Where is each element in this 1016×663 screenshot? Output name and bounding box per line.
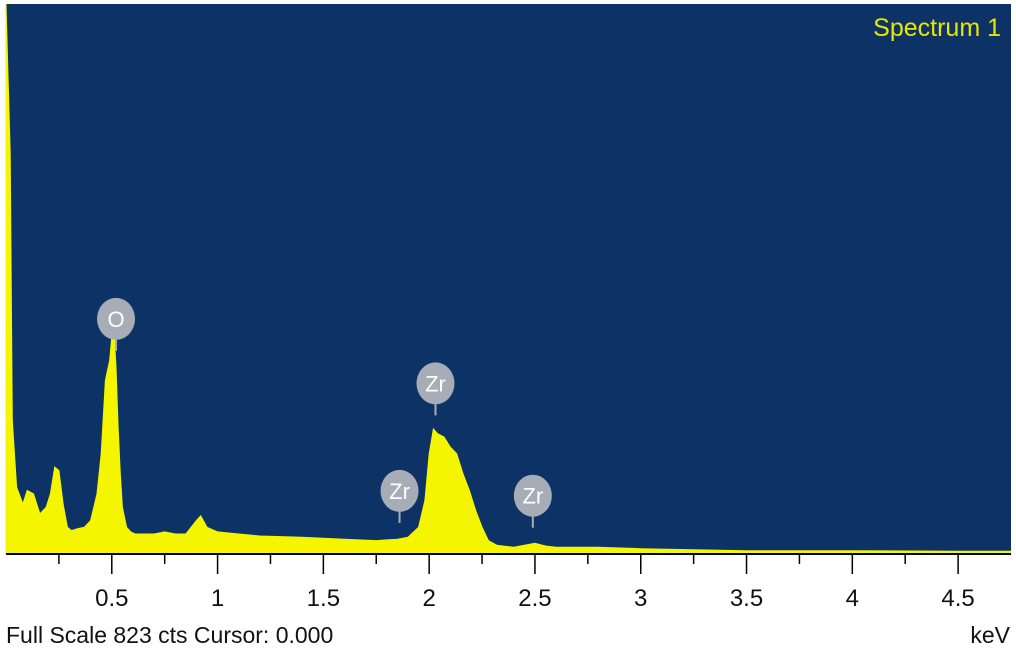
peak-marker-badge[interactable] [416, 362, 455, 405]
x-tick-label: 2.5 [518, 585, 551, 612]
peak-label-zr-1: Zr [425, 371, 446, 396]
peak-marker-badge[interactable] [380, 469, 419, 512]
x-tick-label: 3.5 [730, 585, 763, 612]
x-tick-label: 4.5 [941, 585, 974, 612]
energy-unit-label: keV [970, 622, 1010, 648]
x-tick-label: 2 [422, 585, 435, 612]
peak-marker-badge[interactable] [97, 297, 136, 340]
peak-label-zr-2: Zr [389, 479, 410, 504]
plot-area[interactable] [6, 4, 1011, 554]
spectrum-series-fill [5, 3, 1012, 555]
spectrum-chart[interactable]: O Zr Zr Zr Spectrum 1 0.5 1 1.5 2 2.5 3 3.5 4 4.5 [0, 0, 1016, 620]
x-tick-label: 1.5 [307, 585, 340, 612]
x-tick-label: 0.5 [95, 585, 128, 612]
peak-marker-badge[interactable] [513, 474, 552, 517]
peak-label-zr-3: Zr [522, 484, 543, 509]
x-tick-label: 1 [211, 585, 224, 612]
peak-label-o-0: O [107, 307, 124, 332]
spectrum-title: Spectrum 1 [873, 14, 1001, 42]
x-tick-label: 4 [846, 585, 859, 612]
full-scale-cursor-readout: Full Scale 823 cts Cursor: 0.000 [6, 622, 334, 648]
x-tick-label: 3 [634, 585, 647, 612]
